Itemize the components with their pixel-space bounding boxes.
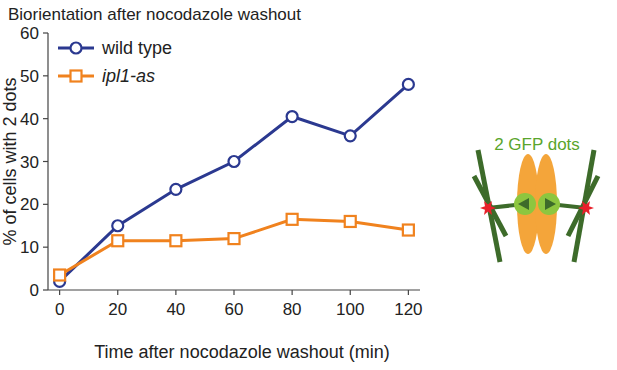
data-point (112, 235, 123, 246)
gfp-dot (538, 193, 560, 215)
x-tick (292, 290, 293, 295)
title: Biorientation after nocodazole washout (8, 5, 301, 24)
kinetochore (545, 198, 556, 210)
annotation: 2 GFP dots (494, 135, 580, 154)
y-tick-label: 0 (30, 281, 39, 300)
spindle-pole (578, 201, 594, 215)
data-point (170, 235, 181, 246)
data-point (170, 184, 181, 195)
y-tick (43, 32, 48, 33)
data-point (403, 225, 414, 236)
data-point (229, 233, 240, 244)
x-tick-label: 100 (336, 300, 364, 319)
legend: wild type ipl1-as (58, 38, 172, 86)
series-line (60, 84, 409, 281)
legend-label: wild type (101, 38, 172, 58)
y-tick (43, 75, 48, 76)
y-tick (43, 161, 48, 162)
schematic: 2 GFP dots (474, 135, 598, 262)
y-tick (43, 204, 48, 205)
x-tick (233, 290, 234, 295)
kinetochore (518, 198, 529, 210)
spindle-pole (480, 201, 496, 215)
y-tick-label: 60 (20, 24, 39, 43)
data-point (345, 216, 356, 227)
data-point (287, 214, 298, 225)
plot-area (54, 79, 414, 287)
y-tick (43, 118, 48, 119)
y-tick (43, 247, 48, 248)
y-label: % of cells with 2 dots (0, 77, 20, 245)
data-point (54, 270, 65, 281)
y-tick-label: 40 (20, 110, 39, 129)
x-tick-label: 20 (108, 300, 127, 319)
x-tick-label: 60 (225, 300, 244, 319)
data-point (229, 156, 240, 167)
y-tick-label: 50 (20, 67, 39, 86)
legend-label: ipl1-as (102, 66, 155, 86)
x-tick (408, 290, 409, 295)
x-tick (59, 290, 60, 295)
x-tick-label: 0 (55, 300, 64, 319)
y-tick-label: 20 (20, 195, 39, 214)
x-tick (175, 290, 176, 295)
x-tick (350, 290, 351, 295)
y-tick-label: 30 (20, 153, 39, 172)
y-tick-label: 10 (20, 238, 39, 257)
data-point (287, 111, 298, 122)
x-tick (117, 290, 118, 295)
data-point (403, 79, 414, 90)
x-tick-label: 40 (166, 300, 185, 319)
x-tick-label: 80 (283, 300, 302, 319)
x-tick-label: 120 (394, 300, 422, 319)
chart: Biorientation after nocodazole washout 0 1… (0, 0, 617, 370)
data-point (112, 220, 123, 231)
x-label: Time after nocodazole washout (min) (94, 342, 389, 362)
gfp-dot (514, 193, 536, 215)
legend-marker (71, 71, 82, 82)
legend-marker (71, 43, 82, 54)
data-point (345, 130, 356, 141)
y-tick (43, 289, 48, 290)
